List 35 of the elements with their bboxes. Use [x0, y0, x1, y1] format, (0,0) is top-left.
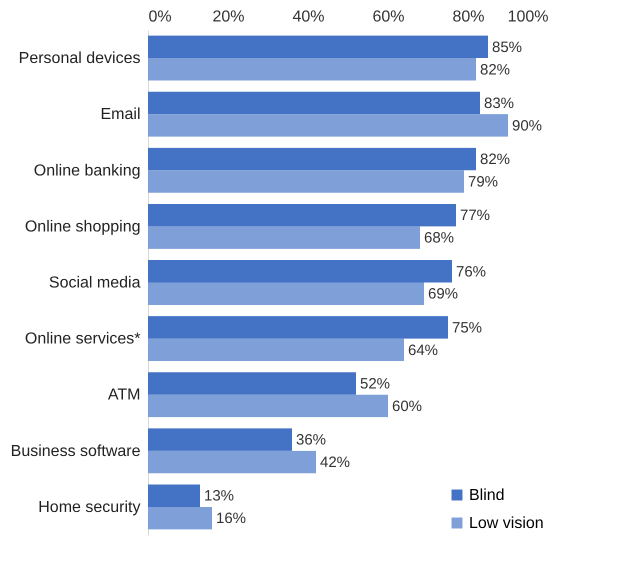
- data-label: 82%: [480, 61, 510, 78]
- data-label: 52%: [360, 376, 390, 392]
- y-tick-label: Online services*: [24, 330, 140, 348]
- data-label: 79%: [468, 174, 498, 190]
- data-label: 16%: [216, 510, 246, 528]
- y-tick-label: Personal devices: [18, 50, 140, 68]
- y-tick-label: Social media: [48, 274, 141, 292]
- x-tick-label: 80%: [452, 8, 485, 26]
- x-tick-label: 40%: [292, 8, 325, 26]
- x-tick-label: 20%: [212, 8, 245, 26]
- data-label: 64%: [408, 342, 438, 359]
- y-tick-label: Online banking: [34, 162, 140, 180]
- legend-label: Low vision: [469, 515, 544, 532]
- y-tick-label: Email: [100, 106, 140, 124]
- y-tick-label: Business software: [10, 442, 141, 460]
- legend-label: Blind: [469, 487, 505, 504]
- data-label: 75%: [452, 319, 482, 336]
- data-label: 77%: [460, 207, 490, 224]
- y-tick-label: Home security: [38, 498, 140, 516]
- data-label: 69%: [428, 286, 458, 303]
- y-tick-label: Online shopping: [24, 218, 140, 236]
- data-label: 76%: [456, 263, 486, 280]
- data-label: 13%: [204, 488, 234, 505]
- data-label: 42%: [320, 454, 350, 472]
- x-tick-label: 100%: [508, 8, 548, 26]
- data-label: 68%: [424, 230, 454, 247]
- data-label: 60%: [392, 398, 422, 415]
- data-label: 85%: [492, 38, 522, 56]
- x-tick-label: 60%: [372, 8, 405, 26]
- data-label: 82%: [480, 151, 510, 168]
- data-label: 90%: [512, 117, 542, 134]
- data-label: 36%: [296, 432, 326, 449]
- x-tick-label: 0%: [148, 8, 172, 26]
- y-tick-label: ATM: [108, 386, 140, 404]
- data-label: 83%: [484, 94, 514, 112]
